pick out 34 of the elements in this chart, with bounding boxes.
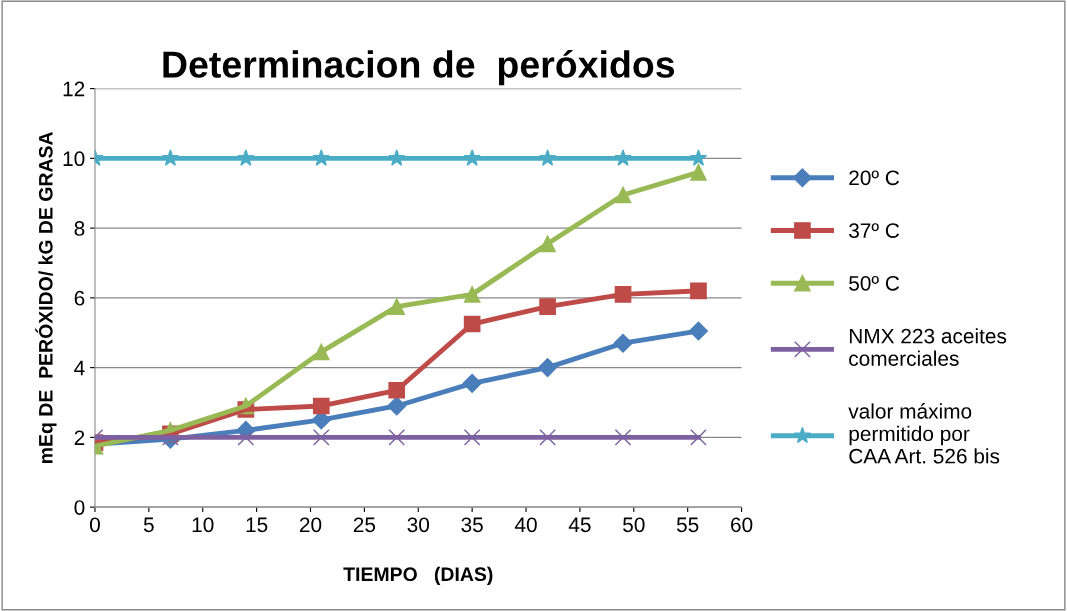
x-tick-label: 15 xyxy=(246,517,268,533)
y-tick-label: 6 xyxy=(74,290,85,306)
x-tick-label: 55 xyxy=(676,517,699,533)
legend-label: NMX 223 aceites comerciales xyxy=(849,328,1007,366)
x-tick-label: 40 xyxy=(514,517,537,533)
x-tick-label: 0 xyxy=(89,517,100,533)
x-tick-label: 5 xyxy=(143,517,154,533)
x-tick-label: 25 xyxy=(353,517,376,533)
chart-title: Determinacion de peróxidos xyxy=(163,49,675,86)
point xyxy=(690,429,707,446)
x-axis-title: TIEMPO (DIAS) xyxy=(343,566,493,585)
y-tick-label: 12 xyxy=(63,81,85,97)
legend-label: valor máximo permitido por CAA Art. 526 bis xyxy=(848,403,1000,464)
x-tick-label: 50 xyxy=(623,517,645,533)
point xyxy=(614,429,632,446)
y-tick-label: 8 xyxy=(74,221,85,236)
legend-label: 37º C xyxy=(849,223,900,238)
point xyxy=(539,429,556,446)
y-tick-label: 10 xyxy=(63,151,85,167)
point xyxy=(463,429,481,446)
y-tick-label: 2 xyxy=(74,430,85,445)
x-tick-label: 60 xyxy=(731,517,753,533)
x-tick-label: 30 xyxy=(407,517,430,533)
y-axis-title: mEq DE PERÓXIDO/ kG DE GRASA xyxy=(35,131,57,463)
x-tick-label: 45 xyxy=(568,517,591,533)
y-tick-label: 4 xyxy=(74,360,85,376)
legend-label: 20º C xyxy=(849,170,900,186)
legend-label: 50º C xyxy=(849,275,900,291)
x-tick-label: 20 xyxy=(299,517,322,533)
y-tick-label: 0 xyxy=(74,500,85,515)
x-tick-label: 10 xyxy=(192,517,214,533)
point xyxy=(388,429,406,446)
point xyxy=(312,429,330,446)
x-tick-label: 35 xyxy=(461,517,483,533)
